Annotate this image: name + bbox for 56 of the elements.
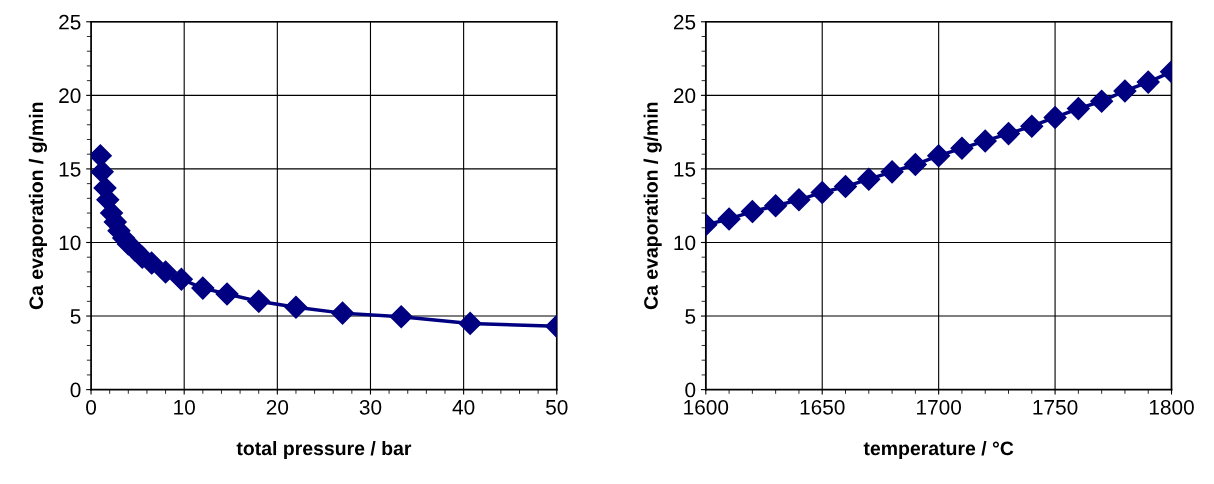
- x-tick-label: 1800: [1149, 399, 1194, 415]
- point: [1136, 70, 1160, 94]
- point: [215, 282, 239, 306]
- point: [1090, 89, 1114, 113]
- point: [154, 260, 178, 284]
- point: [91, 160, 114, 184]
- x-axis-title: total pressure / bar: [236, 440, 412, 460]
- y-tick-label: 15: [59, 162, 81, 177]
- point: [810, 180, 834, 204]
- point: [927, 144, 951, 168]
- point: [717, 207, 741, 231]
- point: [1043, 105, 1067, 129]
- y-tick-label: 20: [59, 88, 81, 104]
- point: [458, 311, 482, 335]
- point: [903, 153, 927, 176]
- x-tick-label: 40: [452, 399, 475, 415]
- point: [997, 122, 1021, 146]
- point: [169, 267, 193, 291]
- point: [950, 136, 974, 160]
- point: [1066, 97, 1090, 121]
- point: [764, 194, 788, 218]
- point: [191, 276, 215, 300]
- y-tick-label: 5: [70, 309, 81, 324]
- x-tick-label: 1600: [684, 399, 729, 415]
- x-tick-label: 1700: [917, 399, 962, 415]
- y-tick-label: 25: [673, 14, 696, 30]
- x-axis-title: temperature / °C: [863, 440, 1014, 460]
- point: [284, 295, 308, 319]
- point: [880, 160, 904, 184]
- point: [389, 305, 413, 329]
- y-tick-label: 20: [673, 88, 696, 104]
- x-tick-label: 1650: [800, 399, 845, 415]
- point: [857, 167, 881, 191]
- x-tick-label: 50: [546, 399, 568, 415]
- point: [787, 188, 811, 212]
- y-tick-label: 10: [59, 235, 81, 251]
- x-tick-label: 10: [174, 399, 195, 415]
- y-tick-label: 0: [70, 382, 81, 398]
- y-tick-label: 0: [685, 382, 696, 398]
- y-tick-label: 5: [685, 309, 696, 324]
- point: [331, 301, 355, 325]
- x-tick-label: 0: [86, 399, 97, 415]
- y-axis-title: Ca evaporation / g/min: [28, 102, 48, 310]
- y-tick-label: 15: [674, 162, 696, 177]
- y-tick-label: 25: [59, 14, 81, 30]
- point: [973, 129, 997, 153]
- x-tick-label: 30: [359, 399, 382, 415]
- y-axis-title: Ca evaporation / g/min: [643, 102, 662, 310]
- point: [1020, 114, 1044, 138]
- x-tick-label: 1750: [1033, 399, 1078, 415]
- point: [834, 175, 858, 199]
- point: [740, 200, 764, 224]
- point: [1113, 79, 1137, 103]
- x-tick-label: 20: [266, 399, 289, 415]
- y-tick-label: 10: [674, 235, 696, 251]
- point: [247, 289, 271, 313]
